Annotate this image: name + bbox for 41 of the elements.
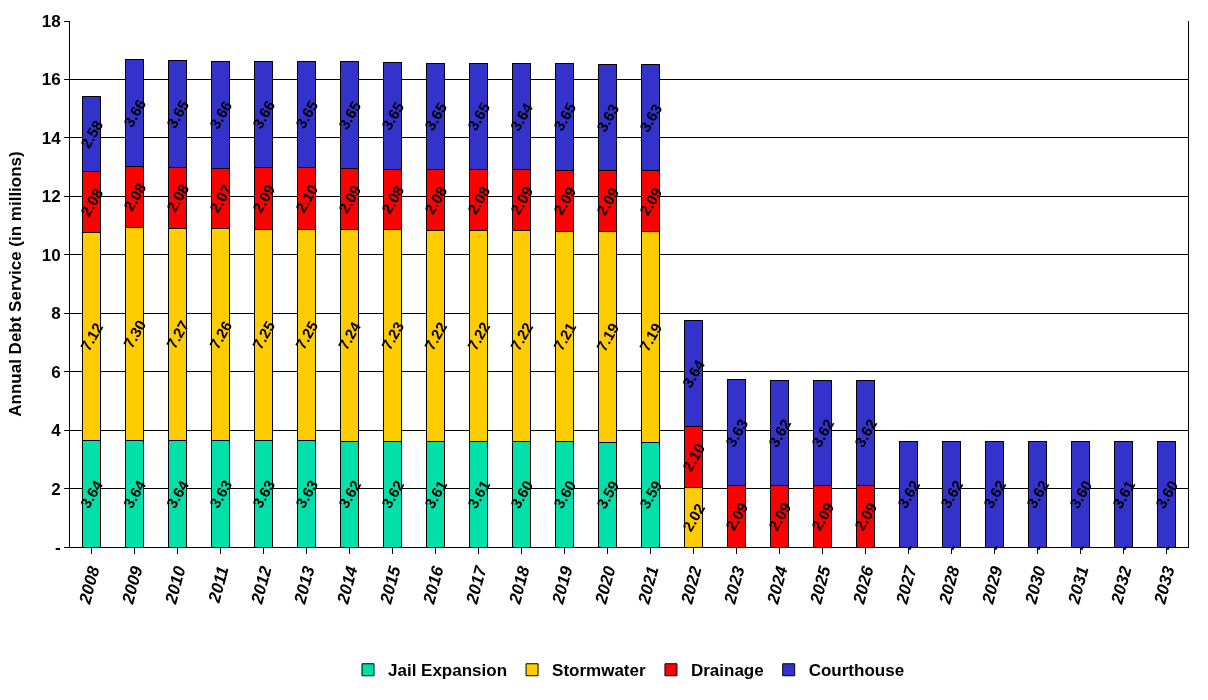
- y-tick-label: 16: [41, 70, 61, 90]
- x-tick-label: 2012: [247, 563, 276, 607]
- x-tick-label: 2032: [1107, 563, 1136, 607]
- legend-label: Drainage: [690, 661, 764, 681]
- y-axis-title: Annual Debt Service (in millions): [6, 151, 26, 417]
- x-tick-label: 2015: [376, 563, 405, 607]
- x-tick-label: 2021: [634, 564, 663, 607]
- x-tick-label: 2023: [720, 563, 749, 607]
- y-tick-label: -: [54, 537, 61, 557]
- x-tick-label: 2008: [75, 563, 104, 607]
- x-tick-label: 2020: [591, 563, 620, 607]
- legend-label: Courthouse: [808, 661, 905, 681]
- x-tick-label: 2033: [1150, 563, 1179, 607]
- y-tick-label: 4: [51, 421, 62, 441]
- x-tick-label: 2010: [161, 563, 190, 607]
- x-tick-label: 2024: [763, 563, 792, 607]
- y-tick-label: 10: [41, 245, 61, 265]
- y-tick-label: 2: [51, 479, 61, 499]
- y-tick-label: 18: [41, 11, 61, 31]
- x-tick-label: 2022: [677, 563, 706, 607]
- x-tick-label: 2026: [849, 563, 878, 607]
- x-tick-label: 2030: [1021, 563, 1050, 607]
- x-tick-label: 2014: [333, 563, 362, 607]
- legend-label: Stormwater: [552, 661, 646, 681]
- x-tick-label: 2018: [505, 563, 534, 607]
- x-tick-label: 2013: [290, 563, 319, 607]
- y-tick-label: 8: [51, 304, 61, 324]
- x-tick-label: 2017: [462, 562, 491, 607]
- x-tick-label: 2031: [1064, 564, 1093, 607]
- x-tick-label: 2028: [935, 563, 964, 607]
- x-tick-label: 2025: [806, 563, 835, 607]
- y-tick-label: 6: [51, 362, 61, 382]
- x-tick-label: 2027: [892, 562, 921, 607]
- x-tick-label: 2011: [204, 564, 233, 606]
- x-tick-label: 2019: [548, 563, 577, 607]
- y-tick-label: 12: [41, 187, 61, 207]
- y-tick-label: 14: [41, 128, 62, 148]
- x-tick-label: 2016: [419, 563, 448, 607]
- legend-label: Jail Expansion: [388, 661, 508, 681]
- x-tick-label: 2029: [978, 563, 1007, 607]
- x-tick-label: 2009: [118, 563, 147, 607]
